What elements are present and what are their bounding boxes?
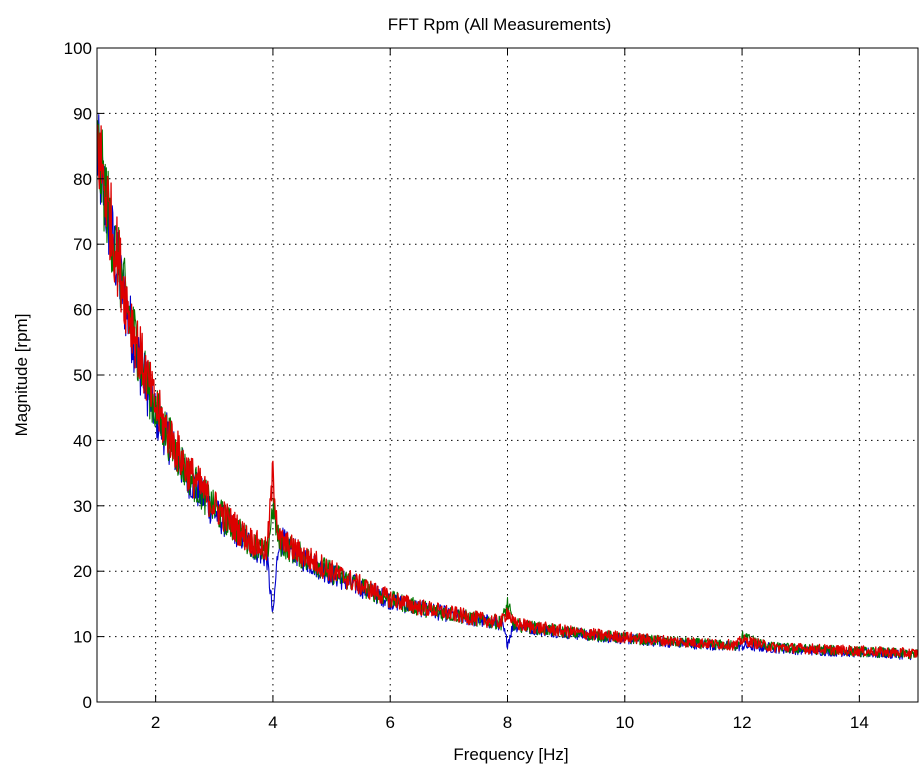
y-tick-label: 90: [73, 104, 92, 123]
series-line-1: [97, 114, 918, 661]
plot-area: [97, 114, 918, 661]
x-axis-label: Frequency [Hz]: [453, 745, 568, 764]
ticks-layer: 2 4 6 8 10 12 14 0 10 20 30 40 50 60 70 80 90 100: [64, 39, 869, 732]
y-tick-label: 10: [73, 628, 92, 647]
y-tick-label: 0: [83, 693, 92, 712]
y-tick-label: 20: [73, 562, 92, 581]
x-tick-label: 10: [615, 713, 634, 732]
x-tick-label: 4: [268, 713, 277, 732]
x-tick-label: 6: [385, 713, 394, 732]
series-line-3: [97, 124, 918, 660]
y-tick-label: 80: [73, 170, 92, 189]
series-line-2: [97, 120, 918, 660]
y-tick-label: 40: [73, 431, 92, 450]
series-layer: [97, 114, 918, 661]
y-axis-label: Magnitude [rpm]: [12, 314, 31, 437]
x-tick-label: 2: [151, 713, 160, 732]
y-tick-label: 50: [73, 366, 92, 385]
y-tick-label: 30: [73, 497, 92, 516]
x-tick-label: 12: [733, 713, 752, 732]
y-tick-label: 100: [64, 39, 92, 58]
y-tick-label: 70: [73, 235, 92, 254]
x-tick-label: 14: [850, 713, 869, 732]
x-tick-label: 8: [503, 713, 512, 732]
chart-title: FFT Rpm (All Measurements): [388, 15, 612, 34]
y-tick-label: 60: [73, 301, 92, 320]
grid-lines: [97, 48, 918, 702]
